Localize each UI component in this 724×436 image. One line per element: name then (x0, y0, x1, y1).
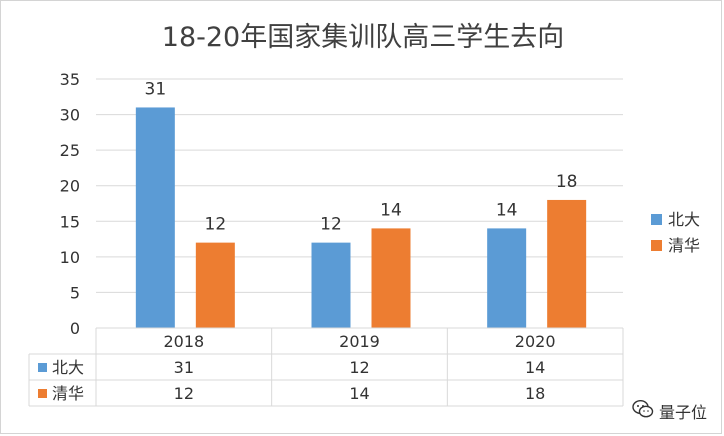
y-tick-label-35: 35 (60, 70, 80, 89)
table-key-swatch-清华 (38, 389, 47, 398)
bars (135, 107, 587, 328)
bar-北大-2018 (135, 107, 175, 328)
table-key-label-北大: 北大 (52, 358, 84, 377)
bar-清华-2019 (371, 228, 411, 328)
data-label-清华-2018: 12 (205, 215, 227, 235)
bar-北大-2020 (487, 228, 527, 328)
y-tick-label-10: 10 (60, 248, 80, 267)
data-label-北大-2018: 31 (145, 79, 167, 99)
y-tick-label-30: 30 (60, 106, 80, 125)
table-cell-清华-2020: 18 (525, 384, 545, 403)
table-key-swatch-北大 (38, 363, 47, 372)
data-labels: 31 12 14 12 14 18 (145, 79, 578, 234)
legend-swatch-北大 (651, 214, 662, 225)
table-key-label-清华: 清华 (52, 384, 84, 403)
y-tick-label-20: 20 (60, 177, 80, 196)
table-cell-清华-2018: 12 (174, 384, 194, 403)
bar-清华-2018 (195, 242, 235, 328)
y-tick-label-25: 25 (60, 141, 80, 160)
y-tick-label-15: 15 (60, 212, 80, 231)
data-label-北大-2020: 14 (496, 200, 518, 220)
table-cell-北大-2019: 12 (349, 358, 369, 377)
x-tick-label-2020: 2020 (515, 332, 556, 351)
gridlines (96, 78, 623, 293)
data-label-清华-2019: 14 (380, 200, 402, 220)
bar-清华-2020 (547, 199, 587, 328)
bar-北大-2019 (311, 242, 351, 328)
legend-label-北大: 北大 (668, 210, 700, 229)
data-label-北大-2019: 12 (320, 215, 342, 235)
y-axis-ticks: 0 5 10 15 20 25 30 35 (60, 70, 80, 338)
watermark: 量子位 (632, 399, 707, 423)
y-tick-label-5: 5 (70, 283, 80, 302)
chart-title: 18-20年国家集训队高三学生去向 (162, 22, 564, 53)
table-cell-北大-2018: 31 (174, 358, 194, 377)
wechat-icon (632, 399, 654, 423)
data-label-清华-2020: 18 (556, 172, 578, 192)
legend-label-清华: 清华 (668, 236, 700, 255)
table-cell-北大-2020: 14 (525, 358, 545, 377)
watermark-text: 量子位 (658, 403, 707, 422)
x-tick-label-2018: 2018 (163, 332, 204, 351)
legend-swatch-清华 (651, 240, 662, 251)
table-cell-清华-2019: 14 (349, 384, 369, 403)
data-table: 2018 2019 2020 31 12 14 北大 12 14 18 清华 (28, 327, 624, 407)
x-tick-label-2019: 2019 (339, 332, 380, 351)
y-tick-label-0: 0 (70, 319, 80, 338)
